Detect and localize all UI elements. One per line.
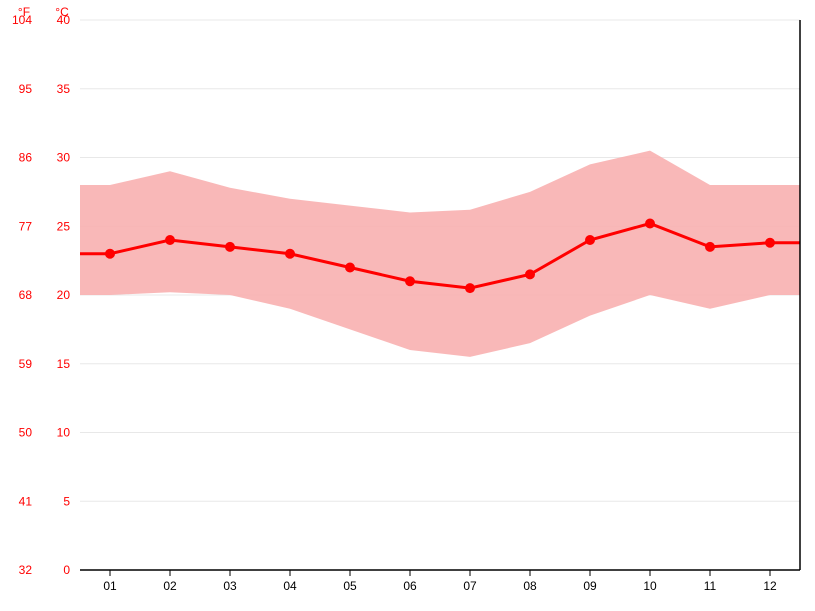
y-tick-c: 35 [57, 82, 71, 96]
chart-svg: 03254110501559206825773086359540104°F°C0… [0, 0, 815, 611]
x-label: 03 [223, 579, 237, 593]
data-point [465, 283, 475, 293]
data-point [165, 235, 175, 245]
data-point [345, 263, 355, 273]
unit-f: °F [18, 5, 30, 19]
data-point [645, 219, 655, 229]
y-tick-f: 32 [19, 563, 33, 577]
y-tick-c: 30 [57, 151, 71, 165]
y-tick-f: 86 [19, 151, 33, 165]
x-label: 12 [763, 579, 777, 593]
temperature-chart: 03254110501559206825773086359540104°F°C0… [0, 0, 815, 611]
x-label: 09 [583, 579, 597, 593]
data-point [225, 242, 235, 252]
x-label: 04 [283, 579, 297, 593]
data-point [405, 276, 415, 286]
y-tick-f: 77 [19, 219, 33, 233]
x-label: 11 [704, 579, 717, 593]
data-point [705, 242, 715, 252]
x-label: 10 [643, 579, 657, 593]
y-tick-f: 95 [19, 82, 33, 96]
x-label: 08 [523, 579, 537, 593]
unit-c: °C [55, 5, 69, 19]
y-tick-f: 59 [19, 357, 33, 371]
temp-band [80, 151, 800, 357]
y-tick-f: 50 [19, 426, 33, 440]
y-tick-f: 41 [19, 494, 33, 508]
y-tick-c: 20 [57, 288, 71, 302]
x-label: 01 [103, 579, 117, 593]
y-tick-c: 15 [57, 357, 71, 371]
x-label: 02 [163, 579, 177, 593]
x-label: 06 [403, 579, 417, 593]
data-point [285, 249, 295, 259]
y-tick-c: 5 [63, 494, 70, 508]
x-label: 07 [463, 579, 477, 593]
data-point [525, 269, 535, 279]
data-point [105, 249, 115, 259]
data-point [765, 238, 775, 248]
y-tick-c: 10 [57, 426, 71, 440]
y-tick-f: 68 [19, 288, 33, 302]
y-tick-c: 25 [57, 219, 71, 233]
y-tick-c: 0 [63, 563, 70, 577]
data-point [585, 235, 595, 245]
x-label: 05 [343, 579, 357, 593]
